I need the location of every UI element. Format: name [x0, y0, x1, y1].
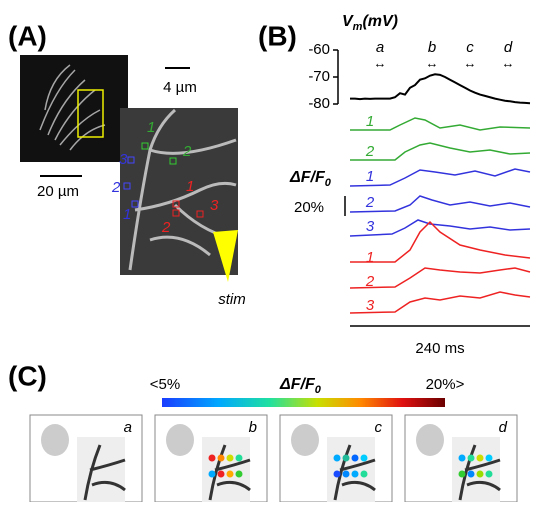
window-label: c [466, 39, 474, 56]
trace-label: 2 [365, 273, 375, 290]
time-scale-label: 240 ms [415, 340, 464, 357]
activity-spot [334, 455, 341, 462]
roi-label: 2 [111, 179, 121, 196]
trace-label: 3 [366, 218, 375, 235]
y-tick-label: -70 [308, 68, 330, 85]
figure: (A) 20 µm 4 µm 1 2 3 2 1 1 2 3 stim (B) … [0, 0, 536, 502]
scale-label: 4 µm [163, 79, 197, 96]
overview-thumb [166, 424, 194, 456]
activity-spot [343, 455, 350, 462]
panel-label: (C) [8, 360, 47, 391]
activity-spot [361, 471, 368, 478]
stim-label: stim [218, 291, 246, 308]
frame-label: a [124, 419, 132, 436]
activity-spot [352, 455, 359, 462]
activity-spot [361, 455, 368, 462]
colorbar [162, 398, 445, 407]
activity-spot [352, 471, 359, 478]
scale-label: 20 µm [37, 183, 79, 200]
df-traces [350, 118, 530, 313]
overview-thumb [416, 424, 444, 456]
activity-spot [209, 455, 216, 462]
roi-label: 3 [210, 197, 219, 214]
roi-label: 3 [119, 151, 128, 168]
y-tick-label: -80 [308, 95, 330, 112]
trace-label: 2 [365, 143, 375, 160]
activity-spot [459, 471, 466, 478]
activity-spot [468, 471, 475, 478]
window-arrow: ↔ [426, 55, 439, 70]
activity-spot [209, 471, 216, 478]
window-arrow: ↔ [464, 55, 477, 70]
activity-spot [218, 471, 225, 478]
cb-title: ΔF/F0 [279, 376, 322, 396]
activity-spot [468, 455, 475, 462]
vm-trace [350, 74, 530, 103]
activity-spot [334, 471, 341, 478]
window-label: d [504, 39, 513, 56]
frame-label: b [249, 419, 257, 436]
y-tick-label: -60 [308, 41, 330, 58]
activity-spot [227, 471, 234, 478]
overview-thumb [41, 424, 69, 456]
cb-max: 20%> [426, 376, 465, 393]
activity-spot [227, 455, 234, 462]
activity-spot [486, 471, 493, 478]
df-scale-label: 20% [294, 199, 324, 216]
activity-spot [218, 455, 225, 462]
roi-label: 1 [186, 178, 194, 195]
trace-label: 1 [366, 249, 374, 266]
trace-label: 1 [366, 168, 374, 185]
panel-label: (B) [258, 20, 297, 51]
activity-spot [236, 455, 243, 462]
frame-label: c [375, 419, 383, 436]
zoom-thumb [327, 437, 375, 502]
df-title: ΔF/F0 [289, 169, 332, 189]
trace-label: 1 [366, 113, 374, 130]
panel-label: (A) [8, 20, 47, 51]
activity-spot [343, 471, 350, 478]
roi-label: 2 [182, 143, 192, 160]
trace-label: 3 [366, 297, 375, 314]
window-label: b [428, 39, 436, 56]
axis-title: Vm(mV) [342, 13, 398, 33]
window-arrow: ↔ [502, 55, 515, 70]
zoom-thumb [452, 437, 500, 502]
activity-spot [236, 471, 243, 478]
activity-spot [459, 455, 466, 462]
trace-label: 2 [365, 194, 375, 211]
roi-label: 2 [161, 219, 171, 236]
zoom-thumb [77, 437, 125, 502]
overview-thumb [291, 424, 319, 456]
activity-spot [477, 455, 484, 462]
frame-label: d [499, 419, 508, 436]
window-arrow: ↔ [374, 55, 387, 70]
cb-min: <5% [150, 376, 180, 393]
activity-spot [486, 455, 493, 462]
activity-spot [477, 471, 484, 478]
window-label: a [376, 39, 384, 56]
roi-label: 1 [147, 119, 155, 136]
roi-label: 1 [123, 206, 131, 223]
zoom-thumb [202, 437, 250, 502]
